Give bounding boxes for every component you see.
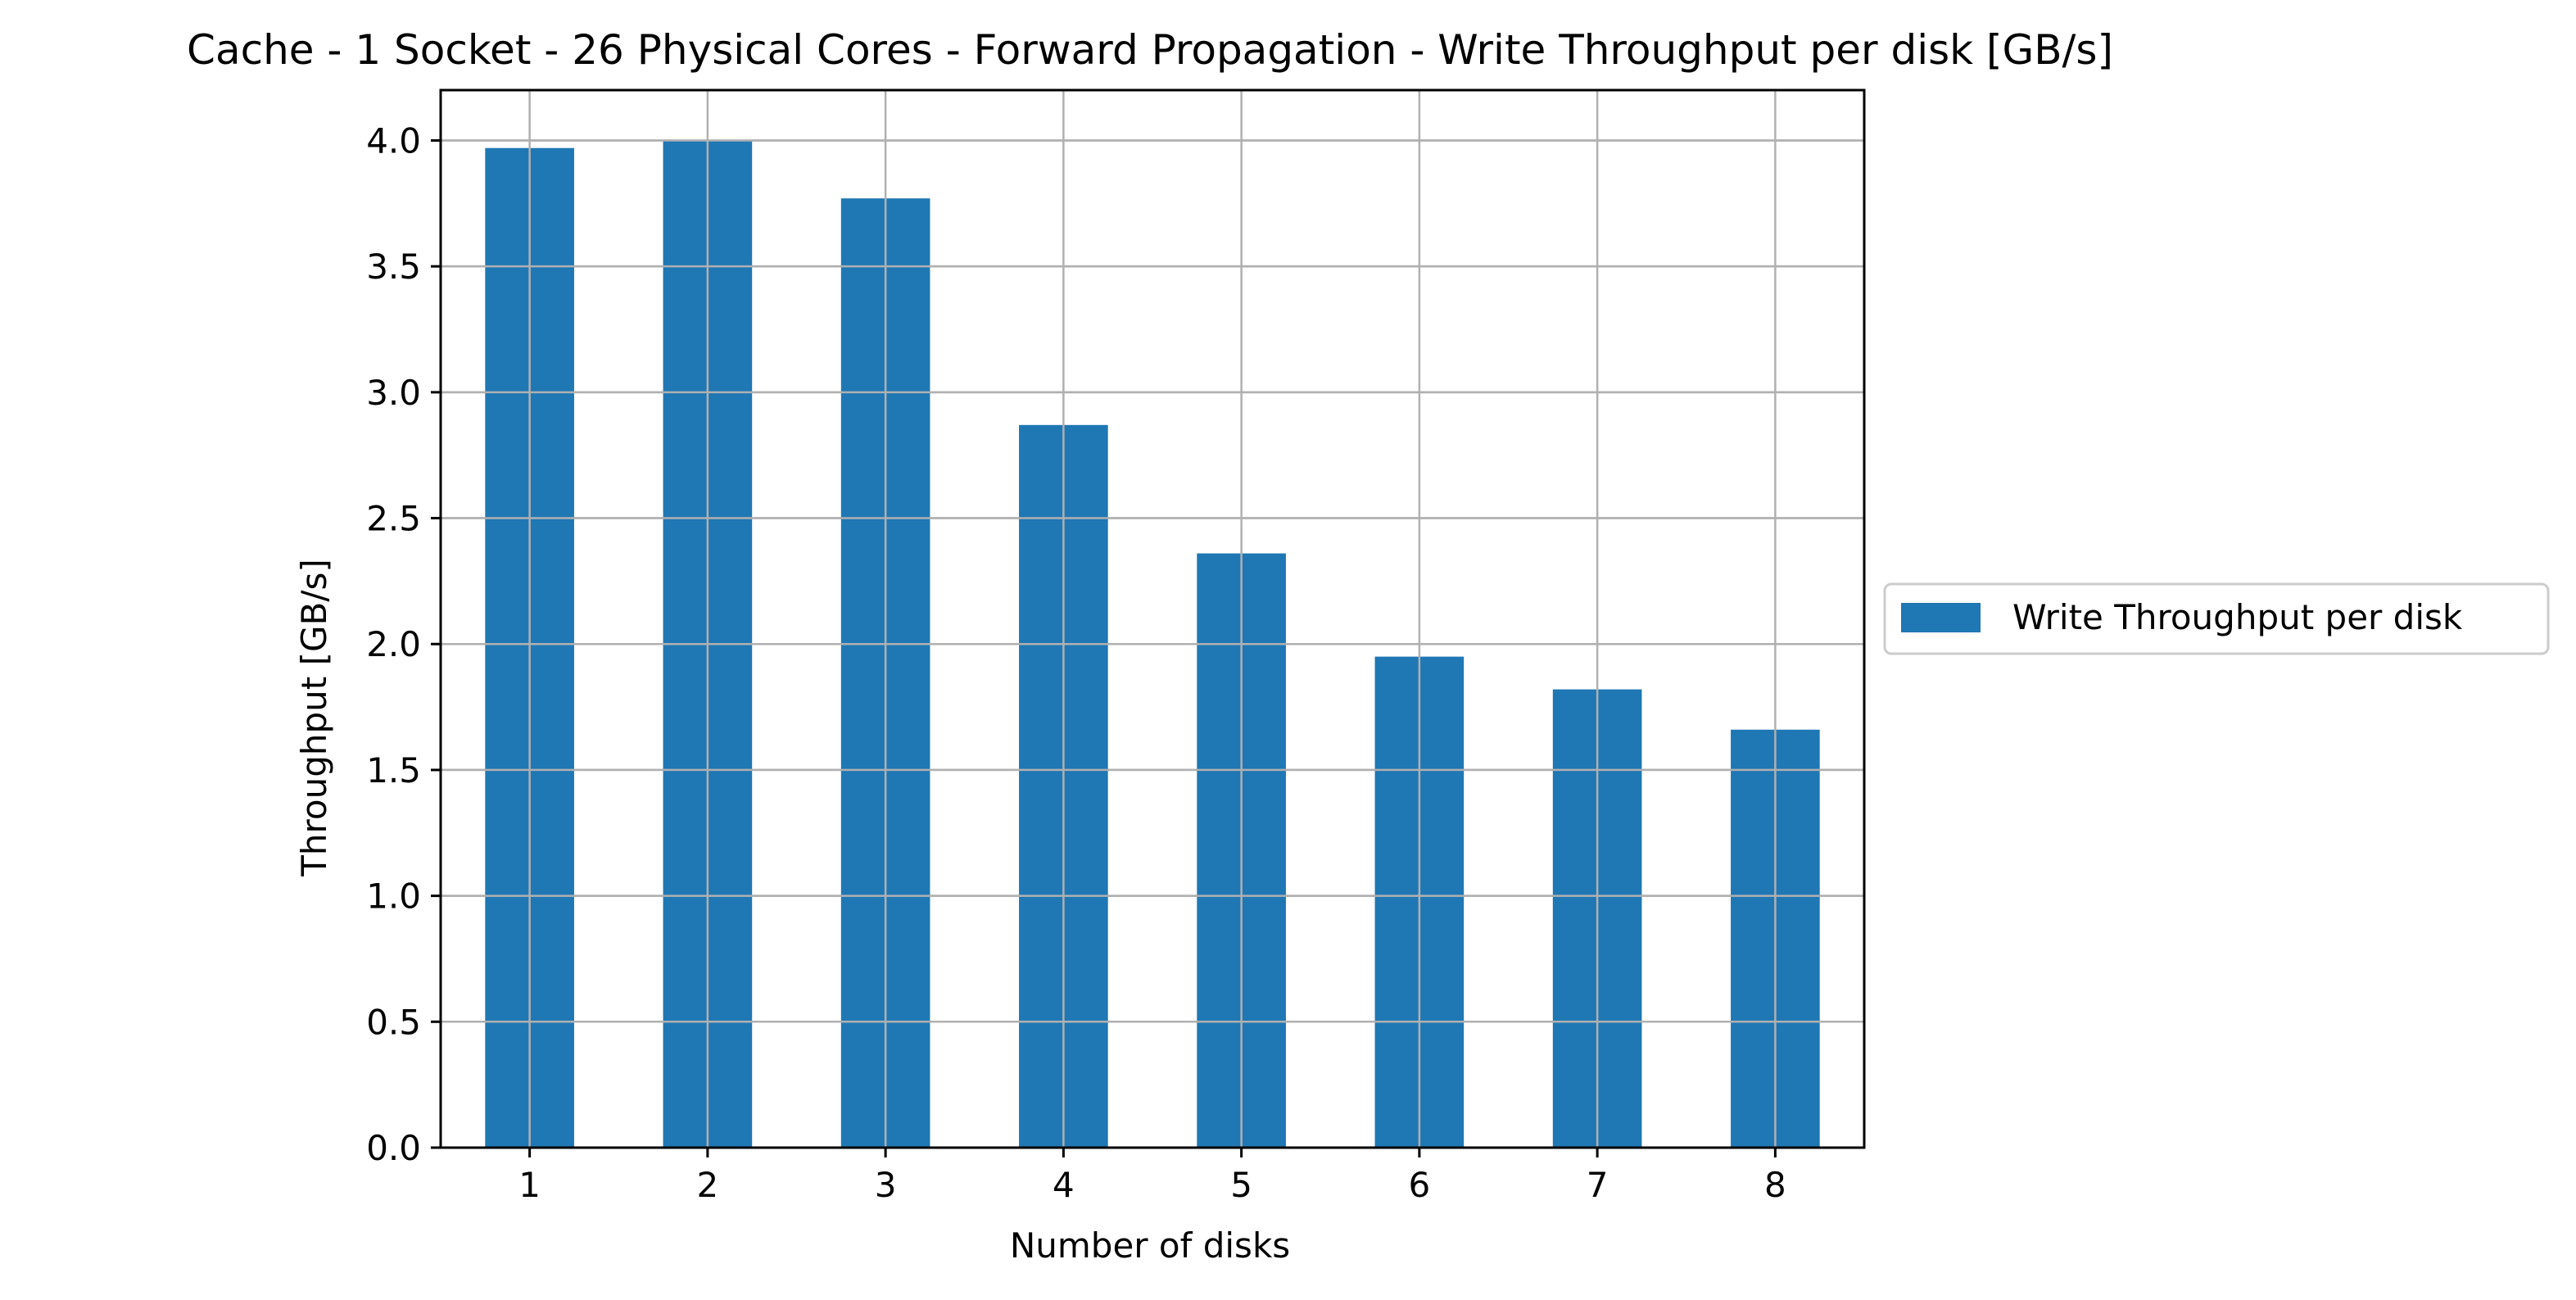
y-axis-ticks: 0.0 0.5 1.0 1.5 2.0 2.5 3.0 3.5 4.0 xyxy=(366,120,441,1168)
y-tick-label: 0.5 xyxy=(366,1002,421,1042)
plot-frame xyxy=(439,88,1866,1149)
legend-swatch xyxy=(1901,603,1981,632)
x-tick-label: 4 xyxy=(1053,1165,1075,1205)
y-tick-label: 0.0 xyxy=(366,1128,421,1168)
y-tick-label: 3.5 xyxy=(366,247,421,287)
x-tick-label: 8 xyxy=(1764,1165,1786,1205)
x-tick-label: 1 xyxy=(518,1165,541,1205)
plot-area: 0.0 0.5 1.0 1.5 2.0 2.5 3.0 3.5 4.0 1 2 3 4 5 6 7 8 xyxy=(366,88,1866,1205)
chart-title: Cache - 1 Socket - 26 Physical Cores - F… xyxy=(187,26,2113,74)
y-tick-label: 2.0 xyxy=(366,624,421,664)
x-tick-label: 2 xyxy=(697,1165,719,1205)
y-tick-label: 4.0 xyxy=(366,120,421,161)
legend-box xyxy=(1883,582,2550,655)
x-tick-label: 3 xyxy=(875,1165,897,1205)
x-tick-label: 7 xyxy=(1587,1165,1609,1205)
y-axis-label: Throughput [GB/s] xyxy=(294,559,334,876)
x-tick-label: 6 xyxy=(1409,1165,1431,1205)
y-tick-label: 1.0 xyxy=(366,876,421,917)
y-tick-label: 3.0 xyxy=(366,373,421,413)
x-axis-ticks: 1 2 3 4 5 6 7 8 xyxy=(518,1148,1786,1205)
x-axis-label: Number of disks xyxy=(1010,1225,1290,1266)
y-tick-label: 2.5 xyxy=(366,499,421,539)
legend: Write Throughput per disk xyxy=(1883,582,2550,655)
y-tick-label: 1.5 xyxy=(366,750,421,790)
x-tick-label: 5 xyxy=(1230,1165,1252,1205)
legend-label: Write Throughput per disk xyxy=(2012,597,2463,637)
